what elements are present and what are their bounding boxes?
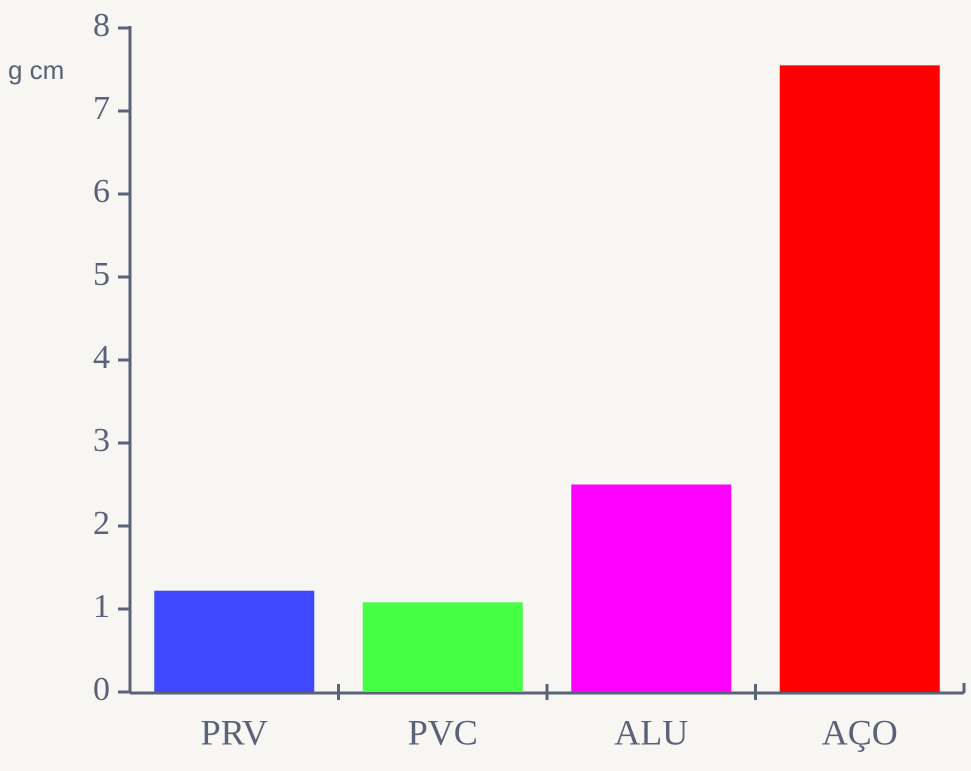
- bar: [362, 602, 523, 692]
- y-tick-label: 3: [93, 422, 110, 459]
- y-tick-label: 8: [93, 7, 110, 44]
- y-tick-label: 7: [93, 90, 110, 127]
- x-tick-label: ALU: [614, 712, 688, 752]
- y-tick-label: 6: [93, 173, 110, 210]
- x-tick-label: PVC: [408, 712, 478, 752]
- x-tick-label: AÇO: [822, 712, 898, 752]
- y-axis-label: g cm: [8, 55, 64, 85]
- bar: [154, 590, 315, 692]
- y-tick-label: 2: [93, 505, 110, 542]
- y-tick-label: 4: [93, 339, 110, 376]
- x-tick-label: PRV: [201, 712, 268, 752]
- bar: [571, 484, 732, 692]
- bar: [779, 65, 940, 693]
- y-tick-label: 5: [93, 256, 110, 293]
- y-tick-label: 1: [93, 588, 110, 625]
- y-tick-label: 0: [93, 671, 110, 708]
